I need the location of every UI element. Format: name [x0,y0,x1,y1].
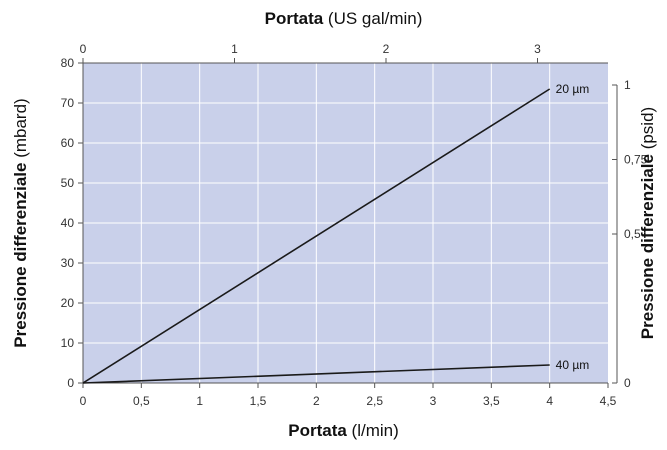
x-bottom-tick-label: 3 [430,394,437,408]
x-top-axis-title-bold: Portata [265,9,324,28]
x-bottom-tick-label: 2,5 [366,394,383,408]
y-left-tick-label: 60 [61,136,75,150]
tick-labels: 0 0,5 1 1,5 2 2,5 3 3,5 4 4,50 1 2 30102030405060708… [61,42,648,408]
x-bottom-tick-label: 0,5 [133,394,150,408]
x-bottom-axis-title-unit: (l/min) [347,421,399,440]
series-label-1: 40 µm [556,358,590,372]
y-left-axis-title-unit: (mbard) [11,98,30,162]
y-left-tick-label: 50 [61,176,75,190]
x-top-tick-label: 2 [383,42,390,56]
y-right-axis-title-bold: Pressione differenziale [638,154,657,339]
x-bottom-tick-label: 4,5 [600,394,617,408]
y-right-axis-title-unit: (psid) [638,107,657,154]
series-label-0: 20 µm [556,82,590,96]
series-line-1 [82,364,550,384]
x-bottom-tick-label: 2 [313,394,320,408]
y-left-tick-label: 80 [61,56,75,70]
x-top-axis-title-unit: (US gal/min) [323,9,422,28]
y-left-tick-label: 40 [61,216,75,230]
x-bottom-tick-label: 3,5 [483,394,500,408]
x-top-axis-title: Portata (US gal/min) [265,9,423,28]
x-bottom-axis-title-bold: Portata [288,421,347,440]
x-bottom-tick-label: 4 [546,394,553,408]
y-left-tick-label: 10 [61,336,75,350]
x-bottom-tick-label: 1 [196,394,203,408]
y-right-tick-label: 1 [624,78,631,92]
x-top-tick-label: 1 [231,42,238,56]
x-bottom-axis-title: Portata (l/min) [288,421,399,440]
x-top-tick-label: 3 [534,42,541,56]
series-line-0 [82,88,551,384]
y-left-axis-title: Pressione differenziale (mbard) [11,98,30,347]
x-bottom-tick-label: 0 [80,394,87,408]
y-right-axis-title: Pressione differenziale (psid) [638,107,657,339]
x-bottom-tick-label: 1,5 [250,394,267,408]
y-left-axis-title-bold: Pressione differenziale [11,163,30,348]
y-left-tick-label: 0 [67,376,74,390]
y-left-tick-label: 20 [61,296,75,310]
y-right-tick-label: 0,5 [624,227,641,241]
axes [78,58,618,388]
gridlines [83,63,608,383]
y-left-tick-label: 70 [61,96,75,110]
y-left-tick-label: 30 [61,256,75,270]
y-right-tick-label: 0 [624,376,631,390]
x-top-tick-label: 0 [80,42,87,56]
series-group: 20 µm 40 µm [82,82,590,384]
y-right-tick-label: 0,75 [624,153,648,167]
